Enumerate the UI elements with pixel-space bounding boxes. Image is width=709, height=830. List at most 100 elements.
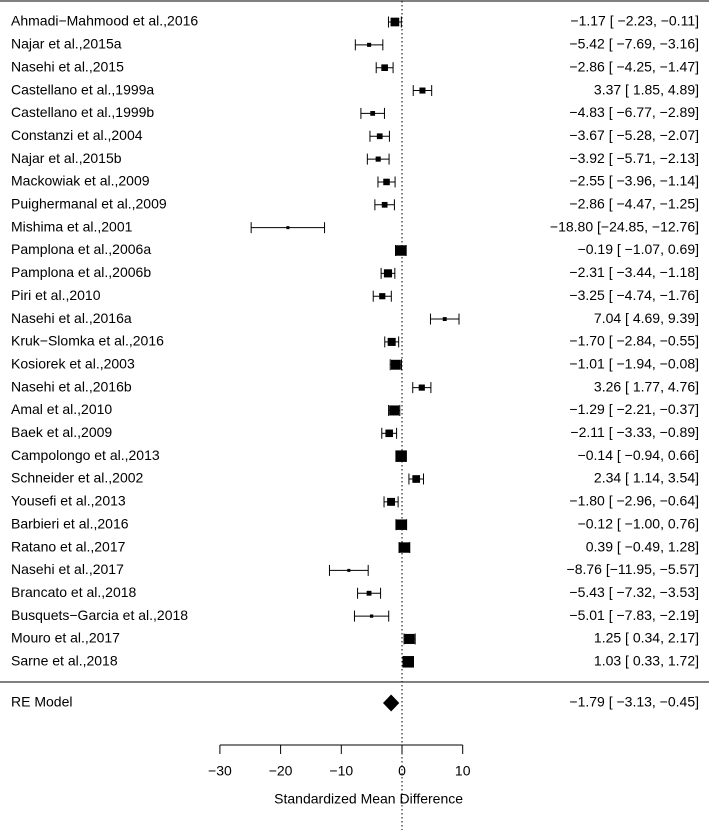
study-label: Nasehi et al.,2017	[11, 561, 124, 577]
study-row: Mouro et al.,2017 1.25 [ 0.34, 2.17]	[11, 630, 699, 646]
study-estimate-text: −0.19 [ −1.07, 0.69]	[578, 241, 699, 257]
effect-box	[369, 614, 374, 618]
study-estimate-text: −1.80 [ −2.96, −0.64]	[569, 493, 699, 509]
study-estimate-text: −2.31 [ −3.44, −1.18]	[569, 264, 699, 280]
study-estimate-text: −4.83 [ −6.77, −2.89]	[569, 104, 699, 120]
effect-box	[370, 111, 376, 116]
study-row: Busquets−Garcia et al.,2018 −5.01 [ −7.83…	[11, 607, 699, 623]
study-estimate-text: −0.12 [ −1.00, 0.76]	[578, 515, 699, 531]
study-estimate-text: 2.34 [ 1.14, 3.54]	[594, 470, 699, 486]
study-row: Puighermanal et al.,2009 −2.86 [ −4.47, −…	[11, 196, 699, 212]
x-axis: −30 −20 −10 0 10 Standardized Mean Difference	[208, 744, 471, 807]
effect-box	[375, 156, 381, 162]
x-tick-label: −30	[208, 763, 232, 779]
study-estimate-text: −1.70 [ −2.84, −0.55]	[569, 333, 699, 349]
study-estimate-text: −3.92 [ −5.71, −2.13]	[569, 150, 699, 166]
effect-box	[419, 87, 426, 94]
effect-box	[387, 337, 396, 346]
study-row: Campolongo et al.,2013 −0.14 [ −0.94, 0.6…	[11, 447, 699, 463]
study-estimate-text: −2.86 [ −4.47, −1.25]	[569, 196, 699, 212]
study-label: Ratano et al.,2017	[11, 538, 126, 554]
study-row: Nasehi et al.,2016a 7.04 [ 4.69, 9.39]	[11, 310, 699, 326]
study-label: Nasehi et al.,2016b	[11, 378, 132, 394]
study-label: Barbieri et al.,2016	[11, 515, 129, 531]
study-row: Ratano et al.,2017 0.39 [ −0.49, 1.28]	[11, 538, 699, 554]
study-label: Campolongo et al.,2013	[11, 447, 160, 463]
x-tick-label: 10	[455, 763, 471, 779]
study-row: Castellano et al.,1999b −4.83 [ −6.77, −2…	[11, 104, 699, 120]
study-row: Castellano et al.,1999a 3.37 [ 1.85, 4.89…	[11, 81, 699, 97]
x-tick-label: −20	[269, 763, 293, 779]
study-row: Pamplona et al.,2006b −2.31 [ −3.44, −1.1…	[11, 264, 699, 280]
study-label: Mishima et al.,2001	[11, 218, 133, 234]
study-label: Kosiorek et al.,2003	[11, 355, 135, 371]
study-label: Brancato et al.,2018	[11, 584, 137, 600]
study-label: Nasehi et al.,2016a	[11, 310, 132, 326]
study-estimate-text: −5.43 [ −7.32, −3.53]	[569, 584, 699, 600]
effect-box	[381, 201, 388, 208]
study-label: Pamplona et al.,2006a	[11, 241, 151, 257]
summary-estimate-text: −1.79 [ −3.13, −0.45]	[569, 694, 699, 710]
summary-diamond	[383, 694, 400, 712]
effect-box	[404, 633, 415, 644]
study-estimate-text: 3.26 [ 1.77, 4.76]	[594, 378, 699, 394]
study-label: Busquets−Garcia et al.,2018	[11, 607, 188, 623]
study-label: Amal et al.,2010	[11, 401, 112, 417]
study-row: Mackowiak et al.,2009 −2.55 [ −3.96, −1.1…	[11, 173, 699, 189]
study-label: Castellano et al.,1999a	[11, 81, 154, 97]
x-axis-title: Standardized Mean Difference	[274, 791, 463, 807]
study-row: Mishima et al.,2001 −18.80 [−24.85, −12.7…	[11, 218, 699, 234]
summary-label: RE Model	[11, 694, 72, 710]
effect-box	[366, 590, 372, 596]
x-tick-label: 0	[398, 763, 406, 779]
study-estimate-text: −5.01 [ −7.83, −2.19]	[569, 607, 699, 623]
effect-box	[418, 384, 425, 391]
study-label: Kruk−Slomka et al.,2016	[11, 333, 164, 349]
effect-box	[367, 42, 372, 47]
study-label: Yousefi et al.,2013	[11, 493, 126, 509]
study-label: Mackowiak et al.,2009	[11, 173, 150, 189]
study-estimate-text: 0.39 [ −0.49, 1.28]	[586, 538, 699, 554]
study-row: Brancato et al.,2018 −5.43 [ −7.32, −3.53…	[11, 584, 699, 600]
summary-row: RE Model −1.79 [ −3.13, −0.45]	[0, 681, 709, 712]
study-row: Kosiorek et al.,2003 −1.01 [ −1.94, −0.08…	[11, 355, 699, 371]
study-row: Constanzi et al.,2004 −3.67 [ −5.28, −2.0…	[11, 127, 699, 143]
study-label: Piri et al.,2010	[11, 287, 101, 303]
study-row: Nasehi et al.,2017 −8.76 [−11.95, −5.57]	[11, 561, 699, 577]
effect-box	[286, 226, 290, 230]
study-label: Nasehi et al.,2015	[11, 58, 124, 74]
study-row: Najar et al.,2015b −3.92 [ −5.71, −2.13]	[11, 150, 699, 166]
effect-box	[347, 568, 351, 572]
effect-box	[402, 656, 415, 668]
study-estimate-text: −1.29 [ −2.21, −0.37]	[569, 401, 699, 417]
effect-box	[383, 178, 390, 186]
study-label: Najar et al.,2015a	[11, 36, 122, 52]
study-row: Piri et al.,2010 −3.25 [ −4.74, −1.76]	[11, 287, 699, 303]
study-label: Najar et al.,2015b	[11, 150, 122, 166]
effect-box	[381, 64, 388, 72]
study-row: Amal et al.,2010 −1.29 [ −2.21, −0.37]	[11, 401, 699, 417]
study-estimate-text: −3.67 [ −5.28, −2.07]	[569, 127, 699, 143]
effect-box	[385, 429, 393, 438]
study-row: Kruk−Slomka et al.,2016 −1.70 [ −2.84, −0…	[11, 333, 699, 349]
study-estimate-text: −18.80 [−24.85, −12.76]	[550, 218, 699, 234]
study-estimate-text: 3.37 [ 1.85, 4.89]	[594, 81, 699, 97]
effect-box	[395, 245, 407, 256]
study-estimate-text: −2.86 [ −4.25, −1.47]	[569, 58, 699, 74]
study-label: Schneider et al.,2002	[11, 470, 144, 486]
effect-box	[395, 450, 407, 462]
x-tick-label: −10	[329, 763, 353, 779]
study-label: Baek et al.,2009	[11, 424, 112, 440]
effect-box	[387, 497, 396, 506]
effect-box	[390, 17, 400, 27]
study-row: Sarne et al.,2018 1.03 [ 0.33, 1.72]	[11, 653, 699, 669]
effect-box	[442, 317, 447, 322]
effect-box	[389, 405, 400, 416]
study-estimate-text: 1.25 [ 0.34, 2.17]	[594, 630, 699, 646]
effect-box	[390, 359, 401, 370]
study-row: Barbieri et al.,2016 −0.12 [ −1.00, 0.76]	[11, 515, 699, 531]
study-estimate-text: −1.01 [ −1.94, −0.08]	[569, 355, 699, 371]
study-row: Ahmadi−Mahmood et al.,2016 −1.17 [ −2.23,…	[11, 13, 699, 29]
study-label: Sarne et al.,2018	[11, 653, 118, 669]
